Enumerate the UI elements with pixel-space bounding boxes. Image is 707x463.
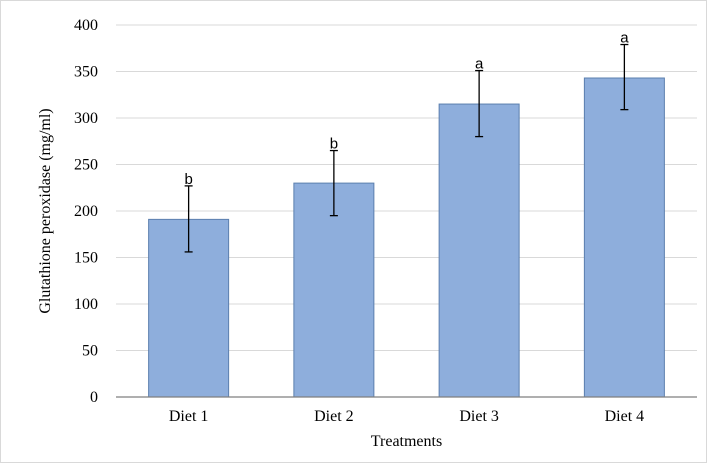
x-tick-label: Diet 1 [169, 408, 209, 425]
y-tick-label: 250 [74, 157, 98, 174]
x-tick-label: Diet 4 [605, 408, 645, 425]
x-tick-labels: Diet 1 Diet 2 Diet 3 Diet 4 [169, 408, 644, 425]
y-tick-label: 200 [74, 203, 98, 220]
x-tick-label: Diet 3 [459, 408, 499, 425]
bar [583, 77, 665, 398]
error-bars [184, 43, 629, 253]
y-axis-title: Glutathione peroxidase (mg/ml) [37, 108, 54, 313]
significance-letter: a [475, 56, 484, 73]
significance-letter: b [330, 136, 338, 153]
x-axis-title: Treatments [371, 433, 442, 450]
y-tick-labels: 0 50 100 150 200 250 300 350 400 [74, 17, 98, 406]
y-tick-label: 400 [74, 17, 98, 34]
bar [438, 103, 520, 398]
y-tick-label: 0 [90, 389, 98, 406]
y-tick-label: 100 [74, 296, 98, 313]
y-tick-label: 300 [74, 110, 98, 127]
y-tick-label: 350 [74, 64, 98, 81]
significance-letter: b [184, 171, 192, 188]
x-tick-label: Diet 2 [314, 408, 354, 425]
y-tick-label: 50 [82, 343, 98, 360]
bar [293, 182, 375, 398]
significance-letters: b b a a [184, 30, 629, 188]
y-tick-label: 150 [74, 250, 98, 267]
significance-letter: a [620, 30, 629, 47]
